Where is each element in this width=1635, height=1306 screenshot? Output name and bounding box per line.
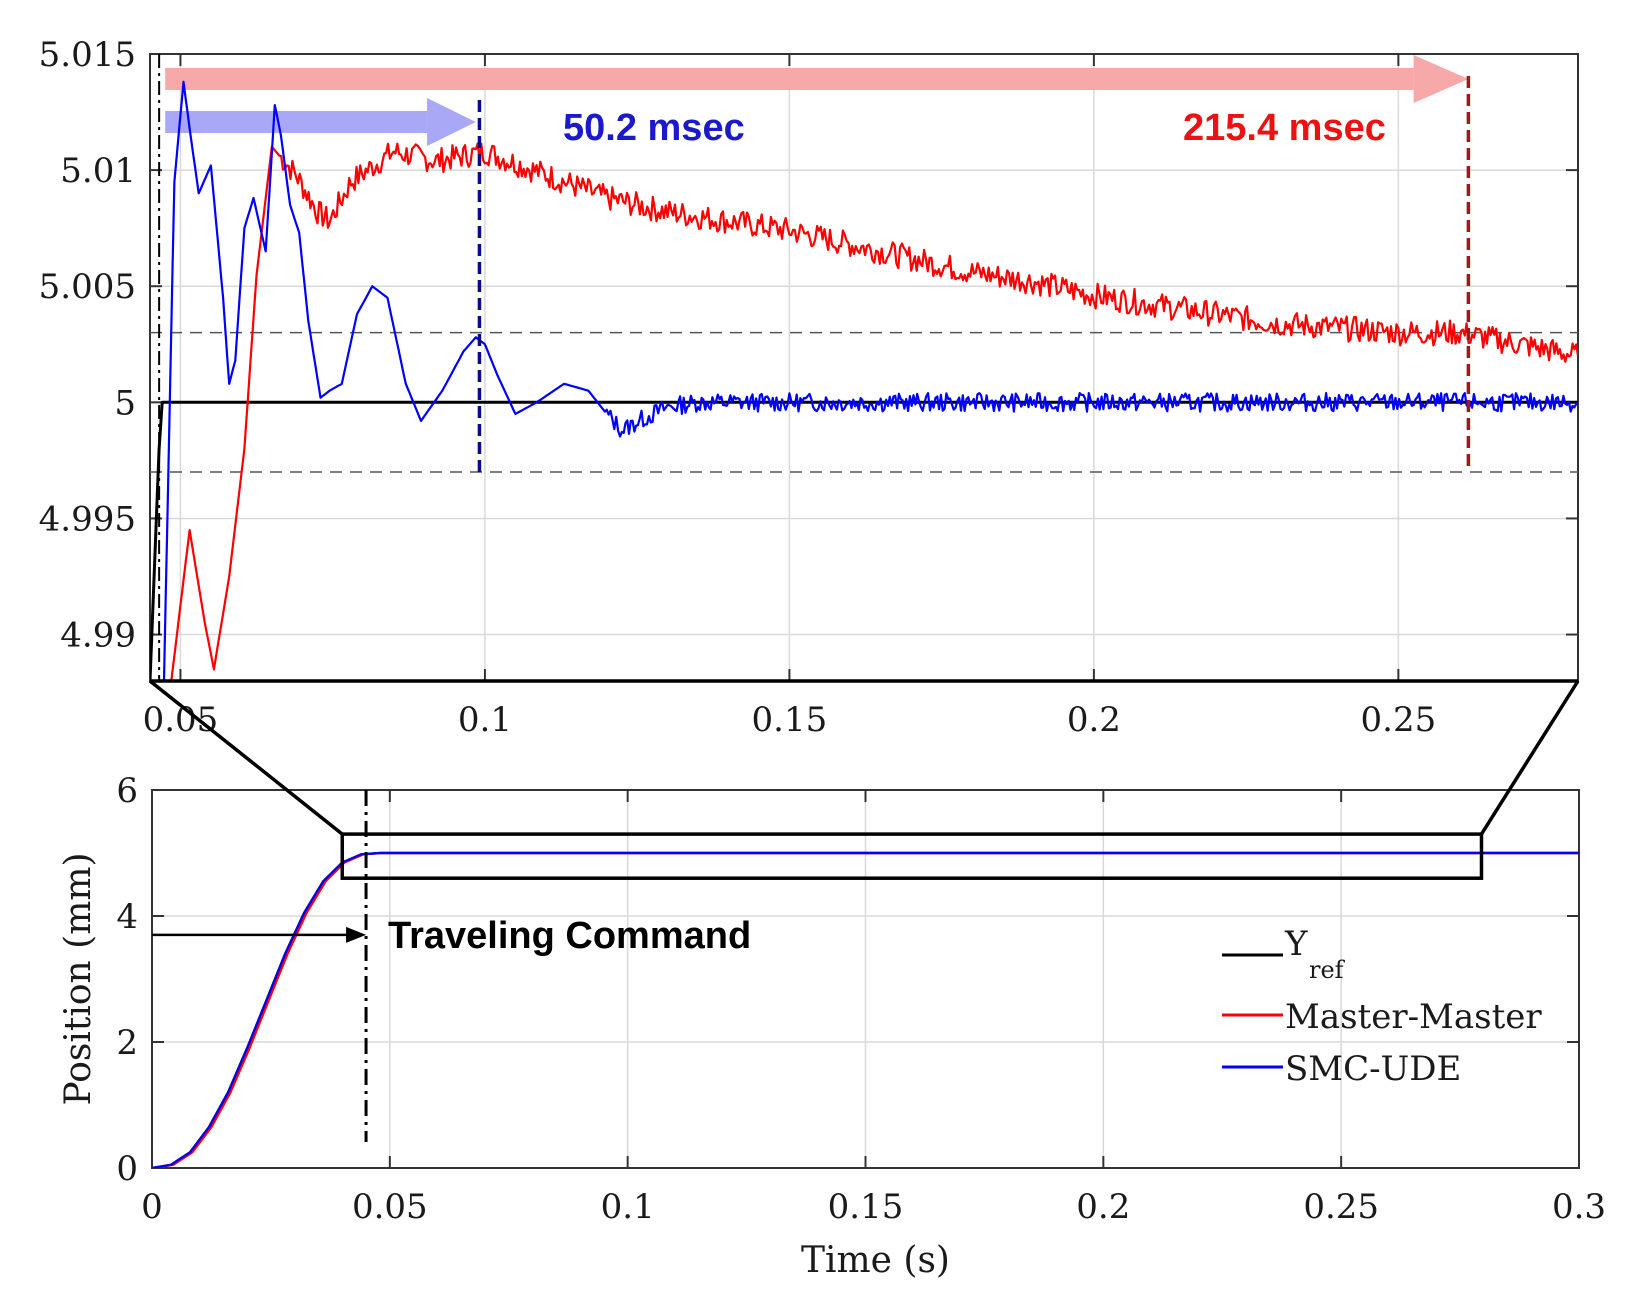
legend-entry-yref-subscript: ref: [1309, 956, 1346, 984]
connector-left: [148, 679, 344, 836]
connector-right: [1480, 680, 1580, 836]
main-plot-area: [152, 851, 1579, 1168]
x-axis-label: Time (s): [801, 1240, 950, 1281]
x-tick-label: 0.1: [601, 1187, 655, 1227]
y-axis-label: Position (mm): [58, 852, 99, 1105]
y-tick-label: 6: [116, 771, 138, 811]
blue-duration-arrow-head: [427, 98, 476, 146]
settling-time-label-smc-ude: 50.2 msec: [563, 107, 745, 149]
traveling-command-arrow-head: [346, 926, 367, 943]
legend-entry-smc-ude: SMC-UDE: [1285, 1049, 1461, 1089]
zoom-series-master-master: [170, 142, 1578, 681]
x-tick-label: 0.2: [1076, 1187, 1130, 1227]
zoom-series-yref: [150, 400, 1578, 681]
x-tick-label: 0.15: [752, 700, 828, 740]
zoom-region-box: [340, 832, 1484, 880]
y-tick-label: 4.99: [60, 616, 136, 656]
y-tick-label: 0: [116, 1149, 138, 1189]
x-tick-label: 0.1: [458, 700, 512, 740]
main-series-smc-ude: [152, 851, 1579, 1168]
zoom-plot-area: [150, 54, 1578, 681]
x-tick-label: 0.15: [828, 1187, 904, 1227]
x-tick-label: 0.3: [1552, 1187, 1606, 1227]
x-tick-label: 0.25: [1361, 700, 1437, 740]
red-duration-arrow-head: [1413, 55, 1469, 103]
zoom-connector-lines: [148, 679, 1580, 836]
y-tick-label: 5: [114, 383, 136, 423]
zoom-series-smc-ude: [162, 80, 1578, 681]
x-tick-label: 0.2: [1067, 700, 1121, 740]
y-tick-label: 5.015: [39, 35, 136, 75]
traveling-command-label: Traveling Command: [388, 915, 751, 957]
y-tick-label: 4: [116, 897, 138, 937]
x-tick-label: 0.25: [1303, 1187, 1379, 1227]
y-tick-label: 5.005: [39, 267, 136, 307]
legend-entry-master-master: Master-Master: [1285, 997, 1542, 1037]
x-tick-label: 0.05: [352, 1187, 428, 1227]
x-tick-label: 0: [141, 1187, 163, 1227]
settling-time-label-master-master: 215.4 msec: [1183, 107, 1386, 149]
red-duration-arrow-bar: [165, 68, 1414, 90]
y-tick-label: 5.01: [60, 151, 136, 191]
zoom-chart: 0.05 0.1 0.15 0.2 0.254.994.99555.0055.015.0…: [39, 35, 1579, 740]
legend-entry-yref: Y: [1284, 924, 1308, 964]
blue-duration-arrow-bar: [165, 111, 428, 133]
main-chart: 0 0.05 0.1 0.15 0.2 0.25 0.3 0 2 4 6 Traveling Comm…: [58, 771, 1606, 1281]
y-tick-label: 4.995: [39, 499, 136, 539]
y-tick-label: 2: [116, 1023, 138, 1063]
